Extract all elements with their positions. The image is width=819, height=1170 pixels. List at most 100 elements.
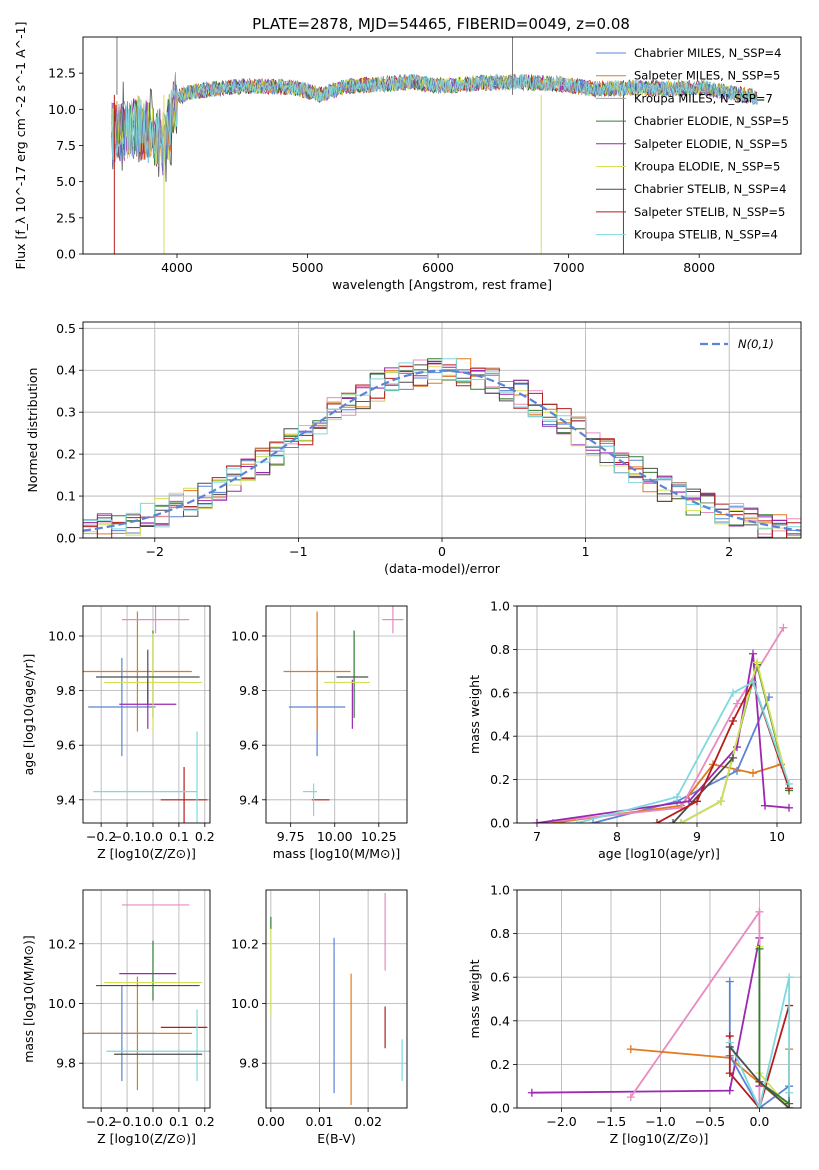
x-tick-label: 10.00 [317,829,353,844]
weight-marker [669,819,677,823]
x-tick-label: 0.2 [195,829,215,844]
y-tick-label: 10.0 [231,629,259,644]
weight-marker [785,1104,794,1108]
x-axis-label: age [log10(age/yr)] [598,846,720,861]
age-vs-mass-panel: 9.75 10.00 10.25 9.4 9.6 9.8 10.0 mass [log10(M… [231,605,408,861]
mass-weight-vs-metallicity-panel: −2.0 −1.5 −1.0 −0.5 0.0 0.0 0.2 0.4 0.6 0.8 1.0 Z [… [467,883,802,1146]
x-tick-label: −0.1 [112,829,142,844]
weight-marker [729,753,737,762]
weight-marker [653,819,661,823]
x-tick-label: 8000 [683,260,715,275]
y-tick-label: 9.6 [239,738,259,753]
y-axis-label: mass weight [467,675,482,754]
axes-frame [82,36,802,255]
weight-line [630,908,761,1108]
y-axis-label: mass [log10(M/M⊙)] [21,935,36,1063]
x-tick-label: 4000 [161,260,193,275]
y-tick-label: 9.8 [56,683,76,698]
x-tick-label: 0.0 [749,1114,769,1129]
y-axis-label: mass weight [467,959,482,1038]
x-tick-label: −1.0 [645,1114,675,1129]
weight-marker [693,797,701,806]
weight-line [728,1005,790,1108]
y-tick-label: 0.2 [56,447,76,462]
y-tick-label: 0.6 [490,970,510,985]
weight-marker [725,977,734,986]
y-axis-label: Normed distribution [25,368,40,493]
weight-marker [626,1093,635,1102]
weight-marker [626,1045,635,1054]
y-tick-label: 0.4 [490,729,510,744]
y-tick-label: 1.0 [490,599,510,614]
x-axis-label: (data-model)/error [384,561,501,576]
x-axis-label: Z [log10(Z/Z⊙)] [610,1131,709,1146]
legend-label: Chabrier ELODIE, N_SSP=5 [634,114,789,128]
y-tick-label: 2.5 [56,210,76,225]
y-tick-label: 9.6 [56,738,76,753]
x-axis-label: wavelength [Angstrom, rest frame] [332,277,552,292]
x-axis-label: Z [log10(Z/Z⊙)] [97,1131,196,1146]
y-tick-label: 0.4 [56,363,76,378]
spectrum-panel: 4000 5000 6000 7000 8000 0.0 2.5 5.0 7.5 10.0 12.5… [13,22,802,292]
weight-marker [785,803,793,812]
y-tick-label: 10.0 [48,996,76,1011]
x-tick-label: −2 [146,544,164,559]
x-tick-label: 0 [438,544,446,559]
weight-marker [725,1086,734,1095]
x-tick-label: −1.5 [596,1114,626,1129]
weight-marker [527,1088,536,1097]
y-tick-label: 0.8 [490,926,510,941]
x-tick-label: 9.75 [277,829,305,844]
x-tick-label: 6000 [422,260,454,275]
normal-curve [83,369,801,532]
residuals-panel: −2 −1 0 1 2 0.0 0.1 0.2 0.3 0.4 0.5 (data-model)/er… [25,321,802,576]
weight-marker [677,819,685,823]
x-tick-label: −0.1 [112,1114,142,1129]
plot-area [83,606,208,823]
plot-area [111,37,758,254]
x-tick-label: −2.0 [546,1114,576,1129]
legend-label: Chabrier STELIB, N_SSP=4 [634,182,786,196]
weight-line [672,757,734,823]
histogram-step [83,358,801,530]
legend-label: Kroupa ELODIE, N_SSP=5 [634,160,780,174]
weight-marker [755,944,764,953]
x-tick-label: 8 [613,829,621,844]
weight-marker [749,649,757,658]
x-tick-label: −0.2 [86,829,116,844]
weight-marker [785,973,794,982]
x-tick-label: −1 [289,544,307,559]
y-tick-label: 9.8 [239,683,259,698]
axes-frame [82,889,211,1109]
weight-marker [753,658,761,667]
x-axis-label: mass [log10(M/M⊙)] [273,846,401,861]
y-tick-label: 9.4 [56,792,76,807]
weight-marker [729,717,737,726]
spectrum-line [111,73,758,174]
mass-weight-vs-age-panel: 7 8 9 10 0.0 0.2 0.4 0.6 0.8 1.0 age [log10(age/yr… [467,599,802,861]
x-tick-label: 10.25 [361,829,397,844]
plot-area [83,358,801,538]
y-tick-label: 0.3 [56,405,76,420]
y-tick-label: 10.0 [48,629,76,644]
y-tick-label: 9.4 [239,792,259,807]
weight-marker [785,1088,794,1097]
weight-line [552,763,782,823]
y-tick-label: 0.0 [56,531,76,546]
plot-area [270,892,403,1106]
axes-frame [516,889,802,1109]
x-tick-label: 0.2 [195,1114,215,1129]
weight-line [758,948,790,1105]
y-tick-label: 0.4 [490,1013,510,1028]
x-tick-label: 0.1 [169,829,189,844]
weight-line [728,977,790,1108]
weight-marker [755,907,764,916]
y-tick-label: 0.0 [490,816,510,831]
y-tick-label: 10.2 [231,936,259,951]
y-tick-label: 0.0 [490,1101,510,1116]
legend-label: Kroupa MILES, N_SSP=7 [634,91,773,105]
age-vs-metallicity-panel: −0.2−0.1 0.0 0.1 0.2 9.4 9.6 9.8 10.0 Z [log10(Z… [21,605,215,861]
weight-marker [589,819,597,823]
y-tick-label: 10.2 [48,936,76,951]
